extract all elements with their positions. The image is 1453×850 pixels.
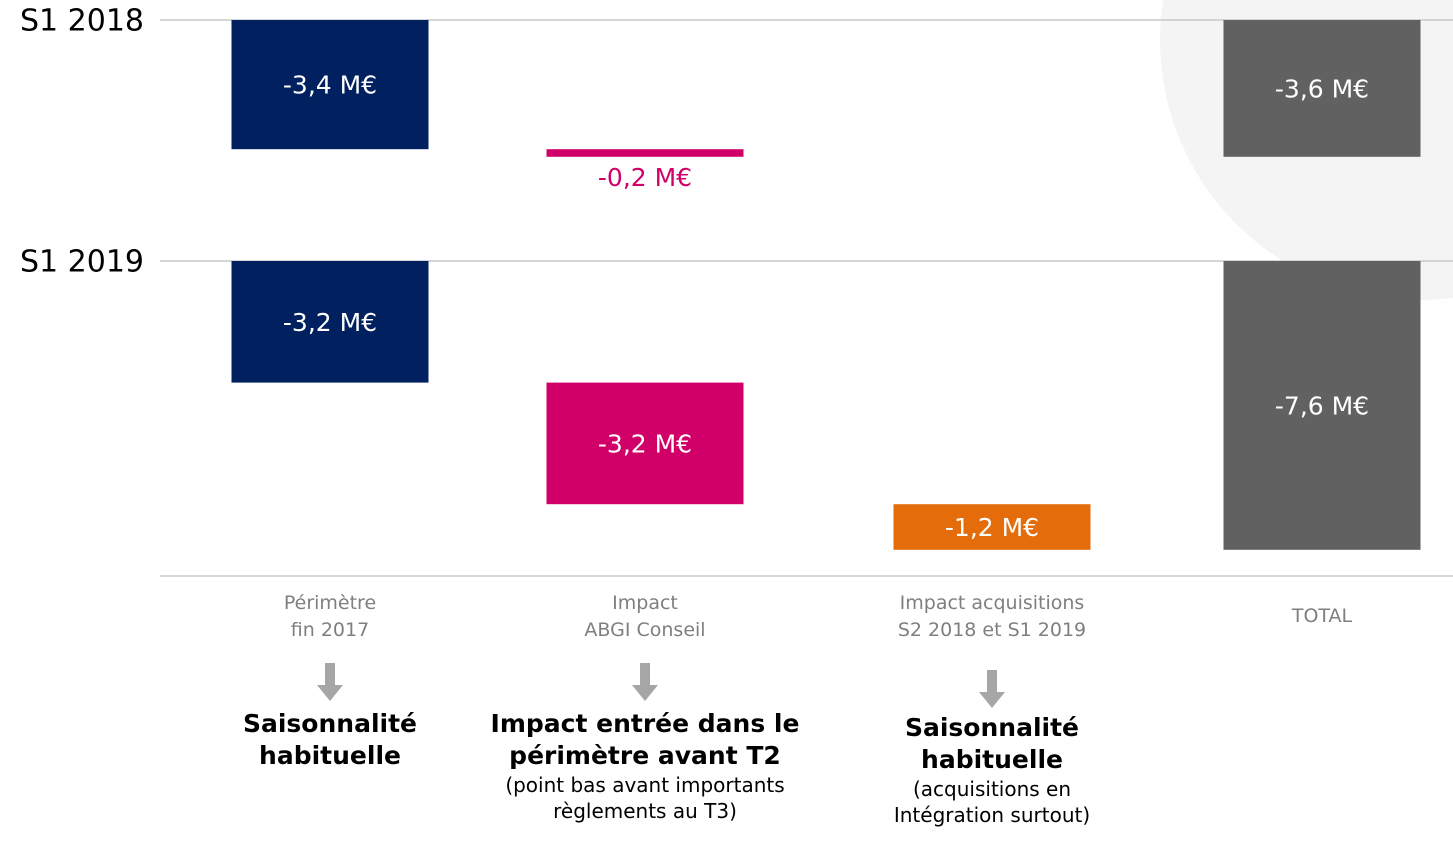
value-label: -3,4 M€: [283, 71, 377, 100]
bar: [893, 504, 1091, 550]
bar: [1223, 20, 1421, 157]
value-label: -7,6 M€: [1275, 391, 1369, 420]
value-label: -1,2 M€: [945, 513, 1039, 542]
arrow-shaft: [640, 663, 650, 685]
value-label: -3,2 M€: [598, 429, 692, 458]
x-tick-label: TOTAL: [1291, 605, 1353, 627]
arrow-shaft: [987, 670, 997, 692]
annotation-note: (point bas avant importants règlements a…: [505, 773, 785, 823]
annotation: Saisonnalité habituelle: [140, 708, 520, 772]
bar: [1223, 261, 1421, 550]
x-tick-label: Impact ABGI Conseil: [584, 592, 706, 641]
x-tick-label: Périmètre fin 2017: [283, 592, 377, 641]
bar: [546, 382, 744, 505]
arrow-head: [632, 685, 658, 701]
arrow-head: [317, 685, 343, 701]
row-label: S1 2019: [20, 245, 144, 280]
annotation-title: Saisonnalité habituelle: [904, 713, 1079, 774]
value-label: -3,2 M€: [283, 308, 377, 337]
annotation-note: (acquisitions en Intégration surtout): [893, 777, 1091, 827]
annotation: Impact entrée dans le périmètre avant T2…: [455, 708, 835, 824]
bar: [546, 149, 744, 157]
annotation-title: Impact entrée dans le périmètre avant T2: [490, 709, 800, 770]
arrow-head: [979, 692, 1005, 708]
annotation-title: Saisonnalité habituelle: [242, 709, 417, 770]
value-label: -0,2 M€: [598, 163, 692, 192]
annotation: Saisonnalité habituelle (acquisitions en …: [802, 712, 1182, 828]
bar: [231, 20, 429, 150]
bar: [231, 261, 429, 383]
arrow-shaft: [325, 663, 335, 685]
row-label: S1 2018: [20, 4, 144, 39]
x-tick-label: Impact acquisitions S2 2018 et S1 2019: [897, 592, 1087, 641]
value-label: -3,6 M€: [1275, 74, 1369, 103]
